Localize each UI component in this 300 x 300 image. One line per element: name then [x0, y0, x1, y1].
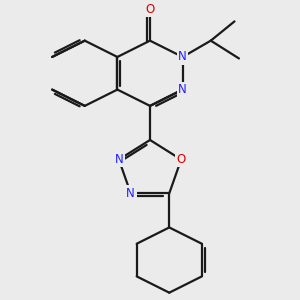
- Text: O: O: [146, 3, 154, 16]
- Text: N: N: [178, 50, 187, 64]
- Text: N: N: [115, 153, 123, 166]
- Text: O: O: [176, 153, 186, 166]
- Text: N: N: [178, 83, 187, 96]
- Text: N: N: [126, 187, 135, 200]
